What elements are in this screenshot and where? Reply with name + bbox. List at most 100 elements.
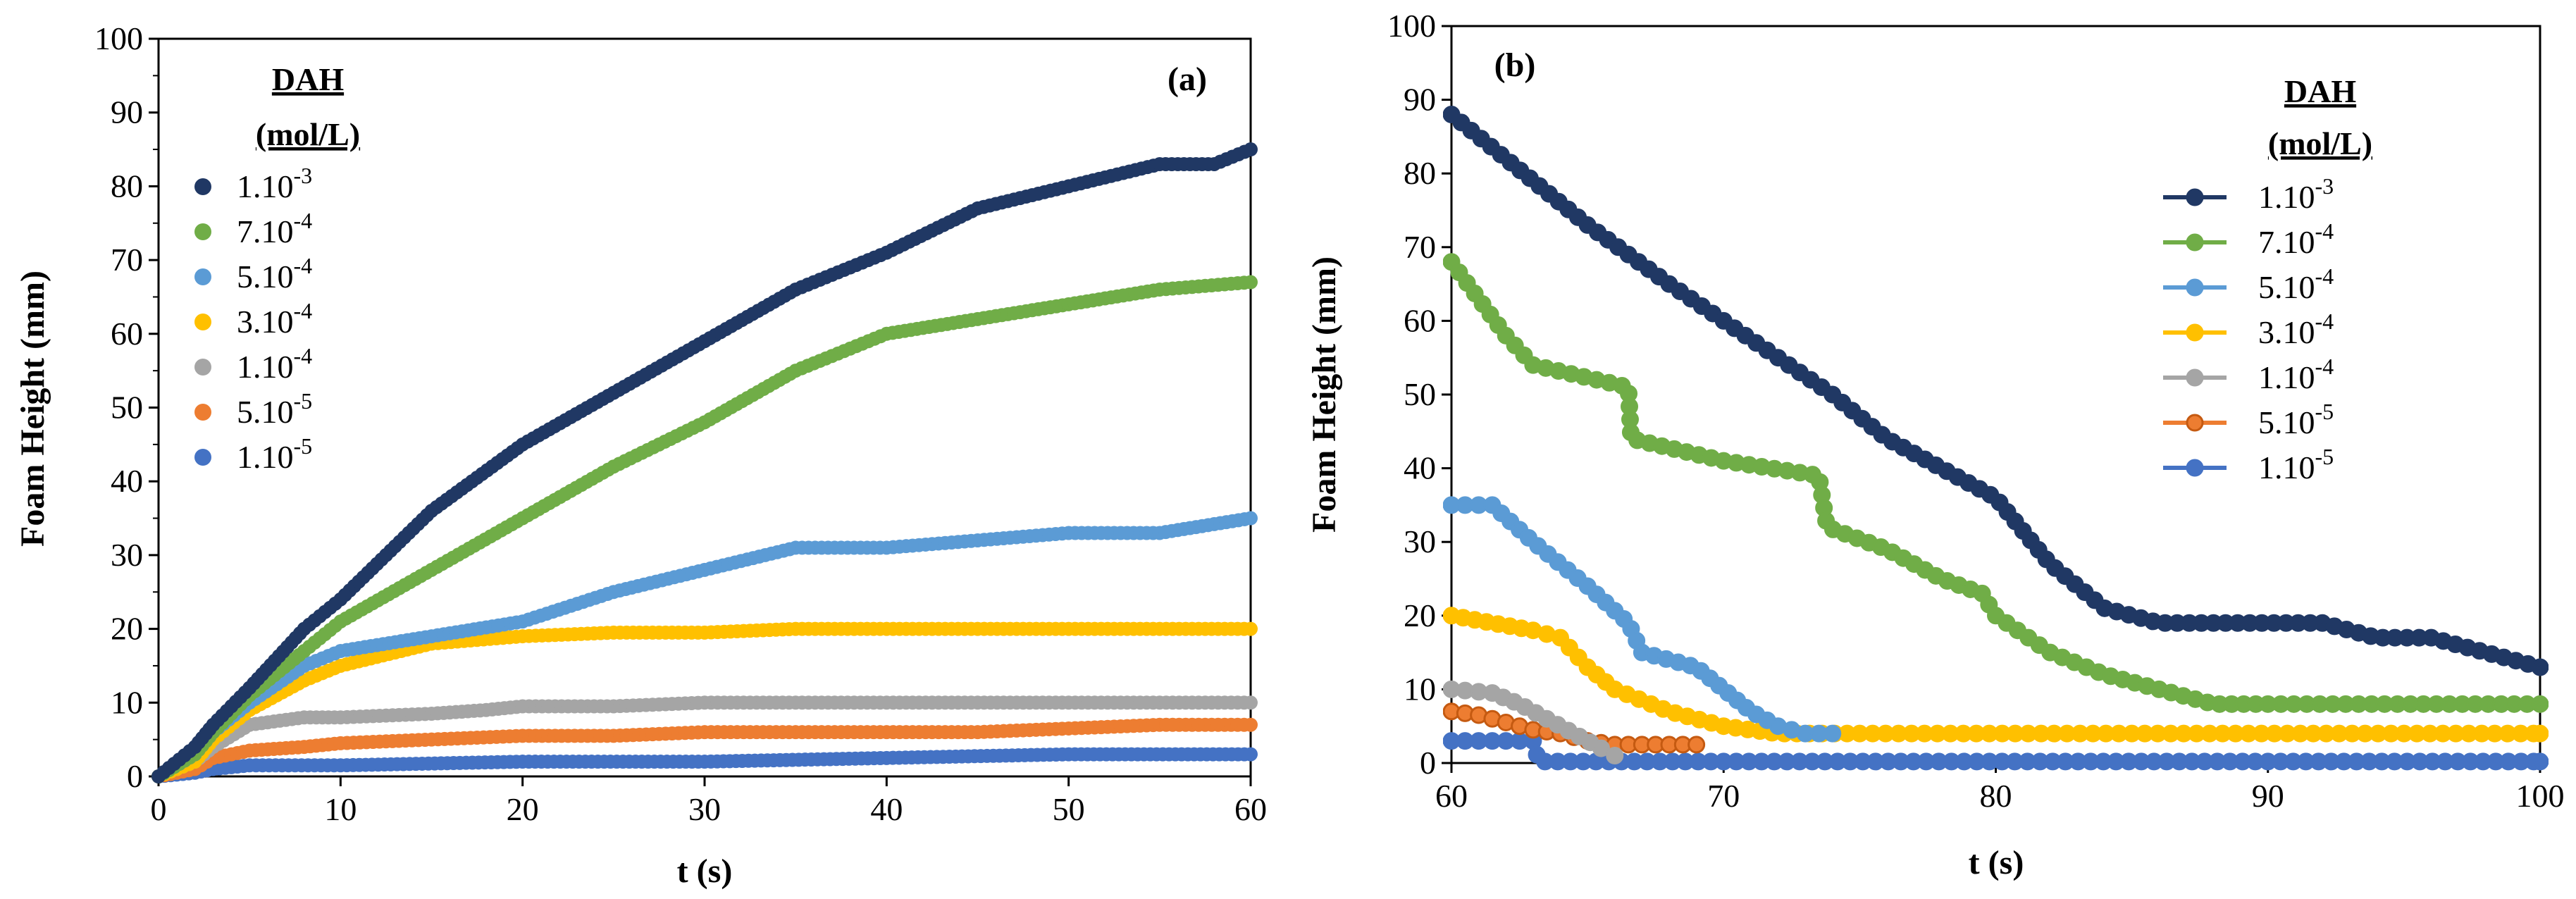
panel-b-legend-label: 1.10-3 bbox=[2258, 173, 2334, 215]
panel-b-legend-item: 1.10-4 bbox=[2163, 354, 2334, 395]
panel-a-xlabel: t (s) bbox=[677, 852, 733, 890]
panel-b-series bbox=[1443, 253, 2549, 713]
panel-a-legend-label: 1.10-4 bbox=[237, 343, 312, 385]
panel-a-series bbox=[151, 747, 1258, 783]
panel-b-ytick-label: 20 bbox=[1404, 597, 1436, 633]
panel-a-ytick-label: 60 bbox=[111, 316, 143, 352]
panel-b-xlabel: t (s) bbox=[1969, 844, 2024, 881]
panel-a-legend-marker bbox=[194, 404, 211, 421]
panel-a-legend-item: 3.10-4 bbox=[194, 298, 312, 340]
panel-b-legend-item: 5.10-5 bbox=[2163, 399, 2334, 440]
panel-a-data-point bbox=[1244, 275, 1258, 290]
panel-b-series bbox=[1443, 496, 1842, 743]
panel-b-legend-title: DAH bbox=[2284, 73, 2356, 109]
panel-a-legend-label: 1.10-5 bbox=[237, 433, 312, 475]
panel-a-ytick-label: 100 bbox=[94, 20, 143, 56]
panel-b-legend-label: 5.10-4 bbox=[2258, 264, 2334, 305]
panel-b-series bbox=[1443, 607, 2549, 743]
panel-a-data-point bbox=[1244, 747, 1258, 762]
panel-b-legend-marker bbox=[2186, 459, 2204, 477]
panel-b-legend-marker bbox=[2186, 323, 2204, 342]
panel-b-data-point bbox=[1606, 747, 1624, 765]
panel-b-legend-marker bbox=[2186, 414, 2204, 432]
panel-b-data-point bbox=[2531, 752, 2549, 771]
panel-b-series bbox=[1443, 732, 2549, 771]
panel-a-legend-item: 5.10-4 bbox=[194, 253, 312, 294]
panel-b-ytick-label: 90 bbox=[1404, 82, 1436, 118]
panel-a-ytick-label: 50 bbox=[111, 390, 143, 426]
panel-a-legend-marker bbox=[194, 223, 211, 240]
panel-a-ytick-label: 30 bbox=[111, 537, 143, 573]
panel-a-ytick-label: 90 bbox=[111, 94, 143, 130]
panel-b-legend-marker bbox=[2186, 278, 2204, 297]
panel-a-legend-marker bbox=[194, 314, 211, 330]
panel-b-ytick-label: 10 bbox=[1404, 671, 1436, 707]
panel-b-ytick-label: 0 bbox=[1420, 745, 1436, 781]
panel-a-label: (a) bbox=[1168, 61, 1207, 98]
panel-b-legend-item: 5.10-4 bbox=[2163, 264, 2334, 305]
panel-b-series-line bbox=[1450, 113, 2541, 669]
panel-a-data-point bbox=[1244, 717, 1258, 732]
panel-a-ylabel: Foam Height (mm) bbox=[14, 271, 51, 547]
panel-a-ytick-label: 0 bbox=[127, 758, 143, 794]
panel-b-ytick-label: 40 bbox=[1404, 450, 1436, 486]
panel-a-legend-item: 1.10-4 bbox=[194, 343, 312, 385]
panel-b-legend: DAH (mol/L) 1.10-37.10-45.10-43.10-41.10-4… bbox=[2163, 73, 2372, 485]
panel-a-legend-item: 1.10-3 bbox=[194, 163, 312, 204]
panel-a-ytick-label: 40 bbox=[111, 463, 143, 499]
panel-b-legend-item: 1.10-5 bbox=[2163, 444, 2334, 485]
panel-a-xtick-label: 20 bbox=[507, 791, 539, 827]
panel-b-data-point bbox=[2531, 695, 2549, 713]
panel-a-legend-item: 5.10-5 bbox=[194, 388, 312, 430]
panel-b-series bbox=[1443, 106, 2549, 676]
panel-a-xtick-label: 10 bbox=[324, 791, 357, 827]
panel-a-data-point bbox=[1244, 621, 1258, 636]
panel-b-data-point bbox=[2531, 724, 2549, 743]
panel-b-data-point bbox=[1823, 724, 1842, 743]
panel-b-xtick-label: 60 bbox=[1435, 778, 1468, 814]
panel-b-legend-item: 7.10-4 bbox=[2163, 218, 2334, 260]
panel-a-series bbox=[151, 142, 1258, 783]
panel-b-series bbox=[1443, 680, 1624, 765]
panel-b-data-point bbox=[2531, 658, 2549, 676]
panel-b-legend-item: 1.10-3 bbox=[2163, 173, 2334, 215]
panel-b-ytick-label: 80 bbox=[1404, 155, 1436, 191]
panel-b-xtick-label: 100 bbox=[2516, 778, 2565, 814]
panel-a-legend-item: 7.10-4 bbox=[194, 208, 312, 249]
panel-b-legend-marker bbox=[2186, 233, 2204, 252]
panel-a-legend-marker bbox=[194, 268, 211, 285]
panel-a-legend-marker bbox=[194, 359, 211, 376]
panel-a-series bbox=[151, 275, 1258, 783]
panel-b-ytick-label: 70 bbox=[1404, 229, 1436, 265]
panel-b-xtick-label: 80 bbox=[1980, 778, 2012, 814]
panel-a-legend-marker bbox=[194, 449, 211, 466]
panel-a-legend-marker bbox=[194, 178, 211, 195]
panel-a-ytick-label: 70 bbox=[111, 242, 143, 278]
panel-a-legend-label: 3.10-4 bbox=[237, 298, 312, 340]
panel-b-legend-label: 1.10-5 bbox=[2258, 444, 2334, 485]
panel-b-xtick-label: 70 bbox=[1707, 778, 1740, 814]
panel-a-xtick-label: 60 bbox=[1234, 791, 1267, 827]
panel-b-legend-label: 1.10-4 bbox=[2258, 354, 2334, 395]
panel-b-data-point bbox=[1592, 739, 1610, 757]
panel-a-xtick-label: 50 bbox=[1053, 791, 1085, 827]
panel-a-xtick-label: 40 bbox=[870, 791, 903, 827]
panel-b-ytick-label: 50 bbox=[1404, 376, 1436, 412]
panel-b-ytick-label: 100 bbox=[1387, 8, 1436, 44]
panel-a-legend-item: 1.10-5 bbox=[194, 433, 312, 475]
panel-a-ytick-label: 80 bbox=[111, 168, 143, 204]
panel-b-data-point bbox=[1688, 736, 1706, 754]
panel-a-data-point bbox=[1244, 142, 1258, 157]
panel-a-legend-label: 5.10-4 bbox=[237, 253, 312, 294]
panel-b-legend-marker bbox=[2186, 368, 2204, 387]
panel-b-plot-frame bbox=[1450, 25, 2541, 764]
panel-b-legend-item: 3.10-4 bbox=[2163, 309, 2334, 350]
panel-b-ytick-label: 30 bbox=[1404, 523, 1436, 559]
panel-b-legend-label: 3.10-4 bbox=[2258, 309, 2334, 350]
panel-a-series-area bbox=[151, 142, 1258, 783]
panel-b-legend-marker bbox=[2186, 188, 2204, 206]
panel-a-xtick-label: 0 bbox=[151, 791, 167, 827]
chart-panel-a: 0 10 20 30 40 50 60 70 80 90 100 0 10 20 30 40 50 60 Foam … bbox=[14, 20, 1267, 890]
panel-a-legend-label: 7.10-4 bbox=[237, 208, 312, 249]
